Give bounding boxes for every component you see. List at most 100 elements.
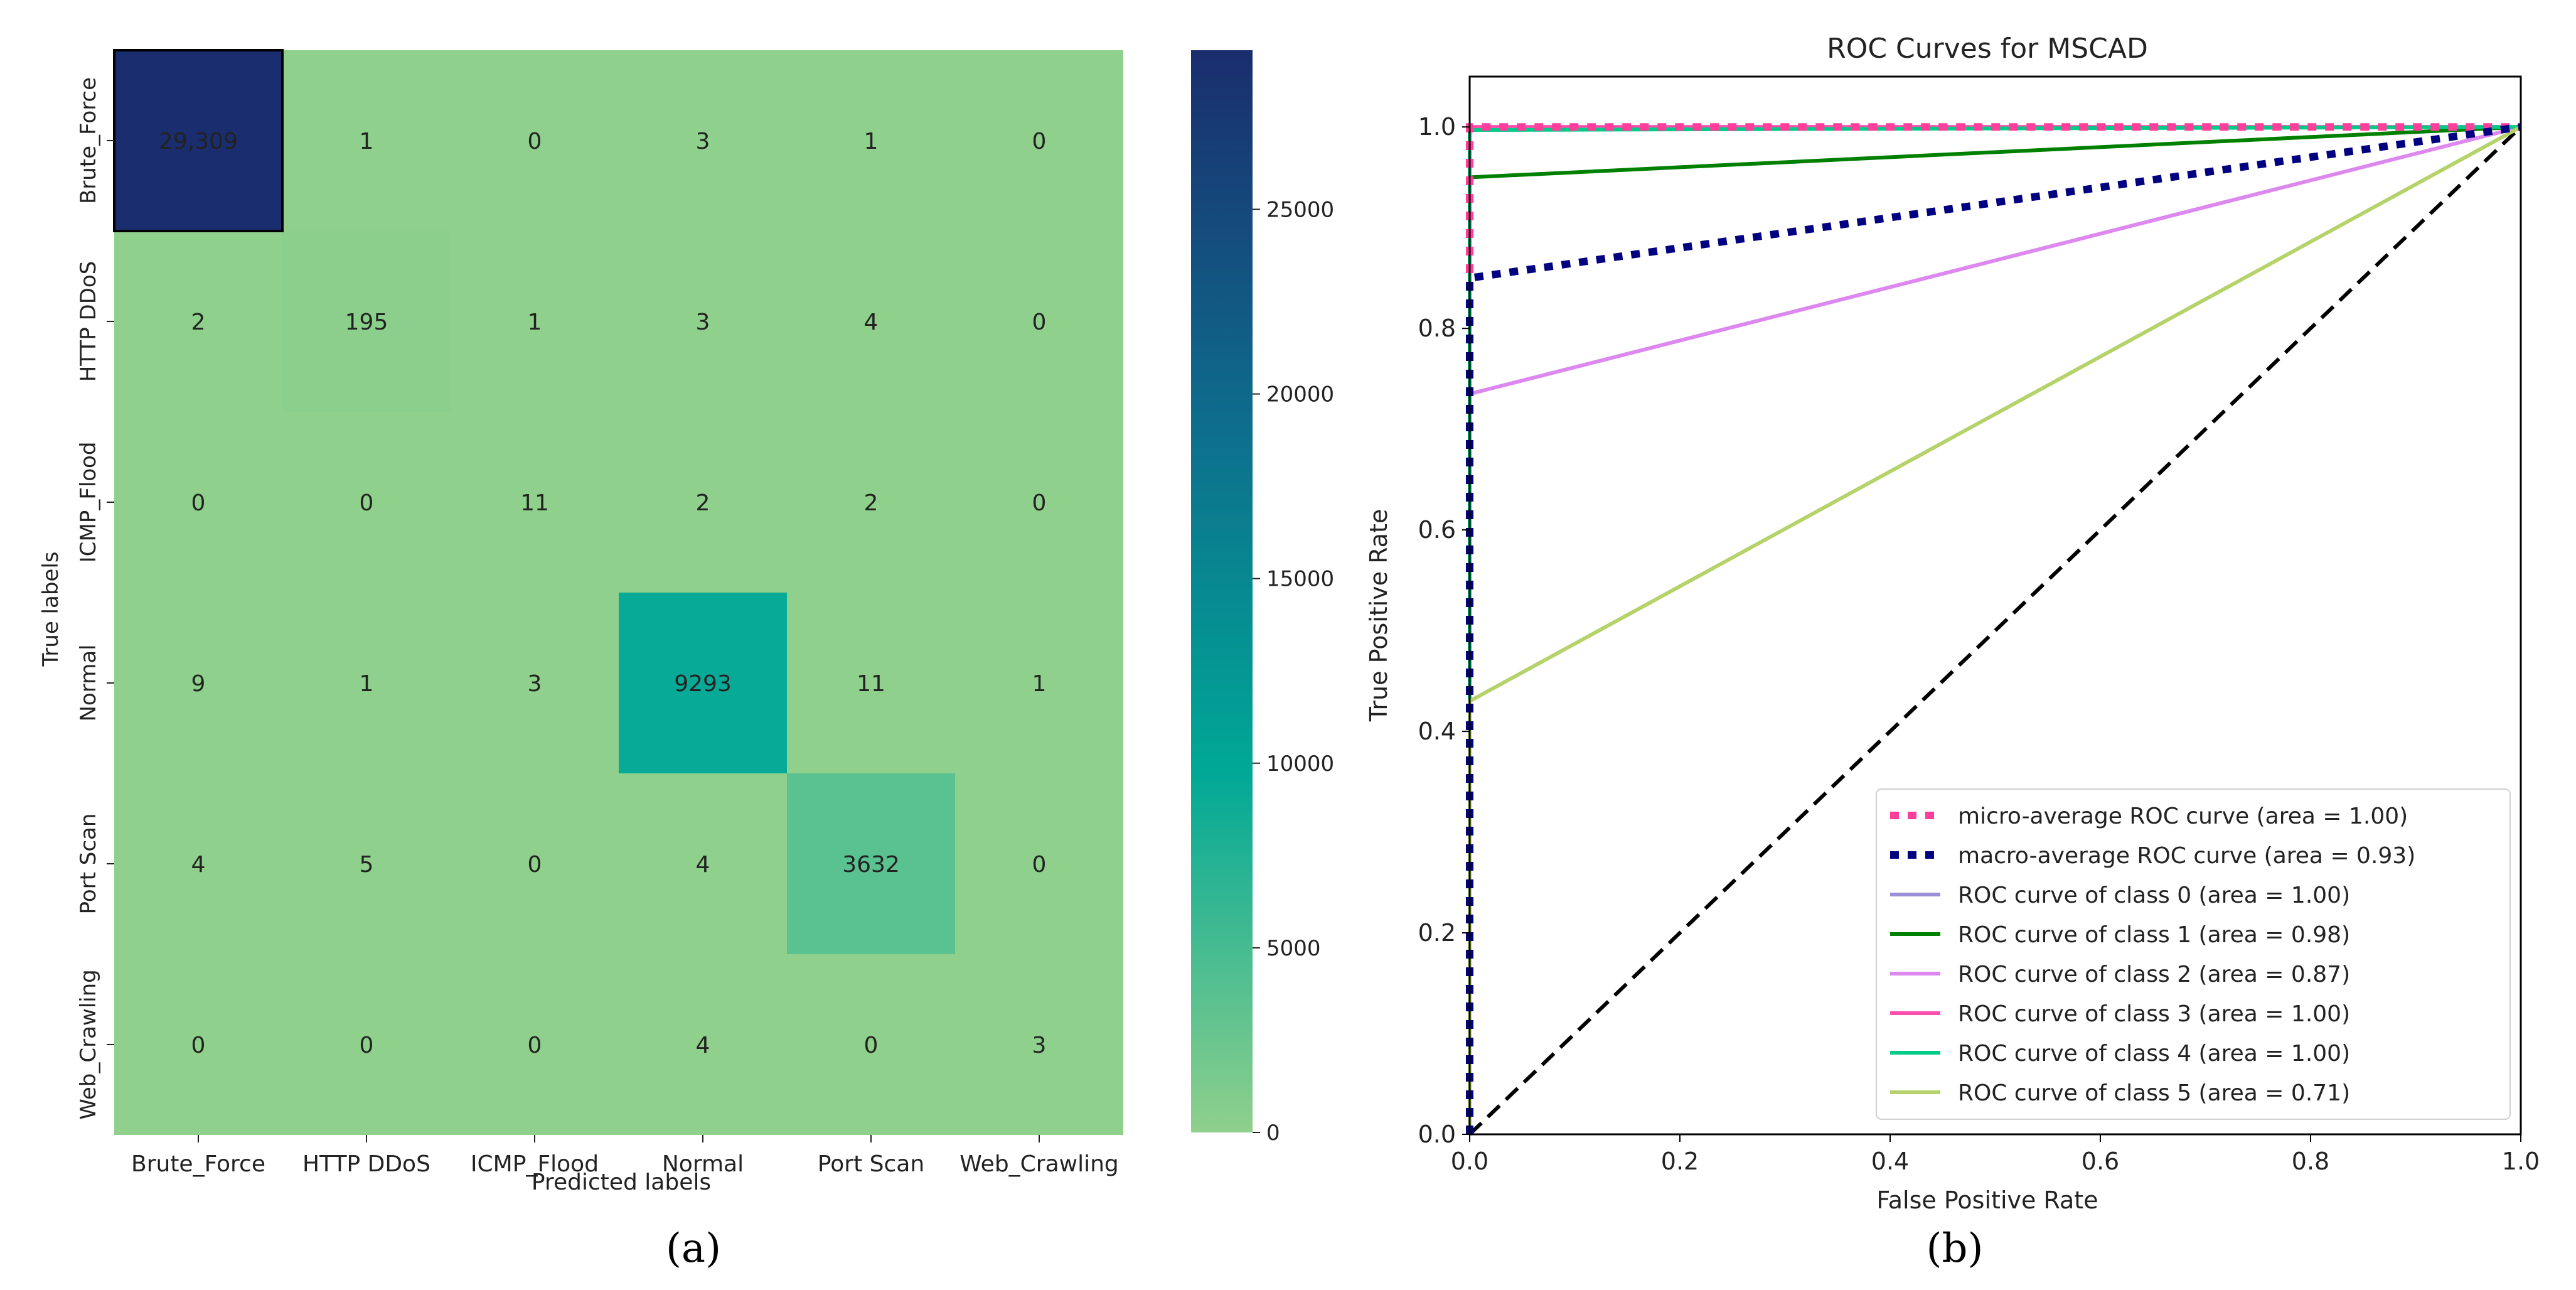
roc-plot-frame [1468, 75, 2522, 1136]
heatmap-cell [282, 50, 451, 231]
heatmap-cell-label: 2 [696, 490, 710, 516]
heatmap-cell [451, 50, 619, 231]
heatmap-cell [282, 593, 451, 773]
heatmap-cell [114, 954, 282, 1135]
heatmap-cell [114, 773, 282, 954]
roc-legend: micro-average ROC curve (area = 1.00) mac… [1876, 788, 2511, 1120]
roc-y-tick-label: 0.8 [1418, 314, 1456, 342]
roc-y-tick-label: 0.4 [1418, 718, 1456, 745]
heatmap-cell [955, 773, 1123, 954]
roc-y-ticks: 0.0 0.2 0.4 0.6 0.8 1.0 [1418, 113, 1470, 1148]
heatmap-y-tick-labels: Brute_Force HTTP DDoS ICMP_Flood Normal Port… [76, 77, 114, 1120]
heatmap-cell [282, 412, 451, 593]
roc-legend-entry: micro-average ROC curve (area = 1.00) [1958, 804, 2408, 829]
heatmap-cell-label: 11 [857, 671, 885, 697]
heatmap-cell-label: 29,309 [159, 129, 238, 154]
roc-x-tick-label: 0.6 [2082, 1148, 2119, 1175]
roc-y-tick-label: 0.0 [1418, 1121, 1456, 1148]
heatmap-cell-label: 0 [1032, 129, 1047, 154]
heatmap-x-axis-label: Predicted labels [532, 1169, 711, 1195]
roc-legend-entry: ROC curve of class 1 (area = 0.98) [1958, 922, 2350, 948]
heatmap-cell-label: 3 [696, 309, 710, 335]
roc-legend-entry: ROC curve of class 3 (area = 1.00) [1958, 1001, 2350, 1027]
roc-x-tick-label: 0.2 [1661, 1148, 1699, 1175]
heatmap-cell-label: 1 [528, 309, 542, 335]
heatmap-cell [114, 593, 282, 773]
heatmap-cell-label: 0 [528, 1033, 542, 1058]
heatmap-y-tick-label: Port Scan [76, 814, 101, 915]
panel-b-caption: (b) [1927, 1225, 1984, 1272]
colorbar-ticks: 0 5000 10000 15000 20000 25000 [1253, 197, 1334, 1146]
heatmap-cell-label: 1 [360, 129, 374, 154]
roc-legend-entry: ROC curve of class 4 (area = 1.00) [1958, 1041, 2350, 1067]
heatmap-cell [451, 773, 619, 954]
heatmap-cell [787, 412, 955, 593]
heatmap-cell [619, 954, 787, 1135]
roc-x-tick-label: 0.8 [2292, 1148, 2329, 1175]
heatmap-x-tick-label: HTTP DDoS [302, 1151, 430, 1177]
heatmap-cell-label: 0 [528, 129, 542, 154]
heatmap-cell-label: 9 [191, 671, 206, 697]
heatmap-cell-label: 2 [864, 490, 879, 516]
heatmap-cell [955, 954, 1123, 1135]
roc-x-ticks: 0.0 0.2 0.4 0.6 0.8 1.0 [1451, 1134, 2540, 1175]
colorbar-tick-label: 0 [1266, 1121, 1280, 1146]
heatmap-cell [114, 50, 282, 231]
heatmap-cell [451, 593, 619, 773]
heatmap-y-axis-label: True labels [38, 552, 63, 667]
heatmap-cell [955, 50, 1123, 231]
heatmap-cell-label: 1 [360, 671, 374, 697]
heatmap-cell-label: 2 [191, 309, 206, 335]
heatmap-y-tick-label: ICMP_Flood [76, 442, 101, 563]
heatmap-cell-label: 0 [360, 490, 374, 516]
heatmap-cell [114, 231, 282, 412]
roc-legend-entry: ROC curve of class 5 (area = 0.71) [1958, 1080, 2350, 1106]
roc-x-tick-label: 0.4 [1871, 1148, 1909, 1175]
colorbar-tick-label: 10000 [1266, 751, 1334, 777]
heatmap-cell [451, 412, 619, 593]
heatmap-cell-label: 11 [520, 490, 549, 516]
roc-y-axis-label: True Positive Rate [1365, 509, 1392, 723]
roc-y-tick-label: 1.0 [1418, 113, 1456, 141]
heatmap-cell-label: 4 [191, 852, 206, 878]
heatmap-x-tick-label: Web_Crawling [959, 1151, 1119, 1177]
colorbar-tick-label: 25000 [1266, 197, 1334, 222]
heatmap-x-tick-label: Brute_Force [131, 1151, 265, 1177]
heatmap-cell [619, 50, 787, 231]
heatmap-cell-label: 0 [528, 852, 542, 878]
heatmap-cell [787, 773, 955, 954]
roc-x-tick-label: 0.0 [1451, 1148, 1488, 1175]
colorbar: 0 5000 10000 15000 20000 25000 [1191, 50, 1334, 1146]
heatmap-cell [787, 231, 955, 412]
heatmap-x-tick-label: ICMP_Flood [471, 1151, 599, 1177]
heatmap-cell [955, 412, 1123, 593]
heatmap-cell-label: 1 [864, 129, 879, 154]
confusion-matrix-panel: 29,309 1 0 3 1 02 195 1 3 4 00 0 11 2 2 09 1 3 9293 11 14 5 0 4… [38, 49, 1334, 1272]
heatmap-cell-label: 0 [1032, 490, 1047, 516]
heatmap-cell-label: 1 [1032, 671, 1047, 697]
heatmap-cell-labels: 29,309 1 0 3 1 02 195 1 3 4 00 0 11 2 2 09 1 3 9293 11 14 5 0 4… [159, 129, 1046, 1058]
roc-x-tick-label: 1.0 [2502, 1148, 2540, 1175]
heatmap-cell-label: 0 [1032, 852, 1047, 878]
heatmap-cell-label: 4 [696, 852, 710, 878]
heatmap-cell-label: 3 [696, 129, 710, 154]
roc-legend-box [1876, 788, 2511, 1120]
heatmap-cell-label: 4 [864, 309, 879, 335]
heatmap-cell-label: 0 [191, 490, 206, 516]
heatmap-y-tick-label: Normal [76, 644, 101, 721]
heatmap-cell-label: 5 [360, 852, 374, 878]
heatmap-cell [451, 954, 619, 1135]
heatmap-cell [787, 50, 955, 231]
heatmap-cell [787, 954, 955, 1135]
heatmap-cell-label: 3 [1032, 1033, 1047, 1058]
colorbar-gradient [1191, 50, 1253, 1132]
heatmap-cell-label: 3 [528, 671, 542, 697]
heatmap-y-tick-label: Brute_Force [76, 77, 101, 204]
roc-x-axis-label: False Positive Rate [1876, 1186, 2098, 1214]
heatmap-y-tick-label: HTTP DDoS [76, 261, 101, 382]
panel-a-caption: (a) [666, 1225, 721, 1272]
heatmap-cells [113, 49, 1123, 1135]
colorbar-tick-label: 5000 [1266, 936, 1321, 961]
heatmap-cell-label: 9293 [674, 671, 732, 697]
